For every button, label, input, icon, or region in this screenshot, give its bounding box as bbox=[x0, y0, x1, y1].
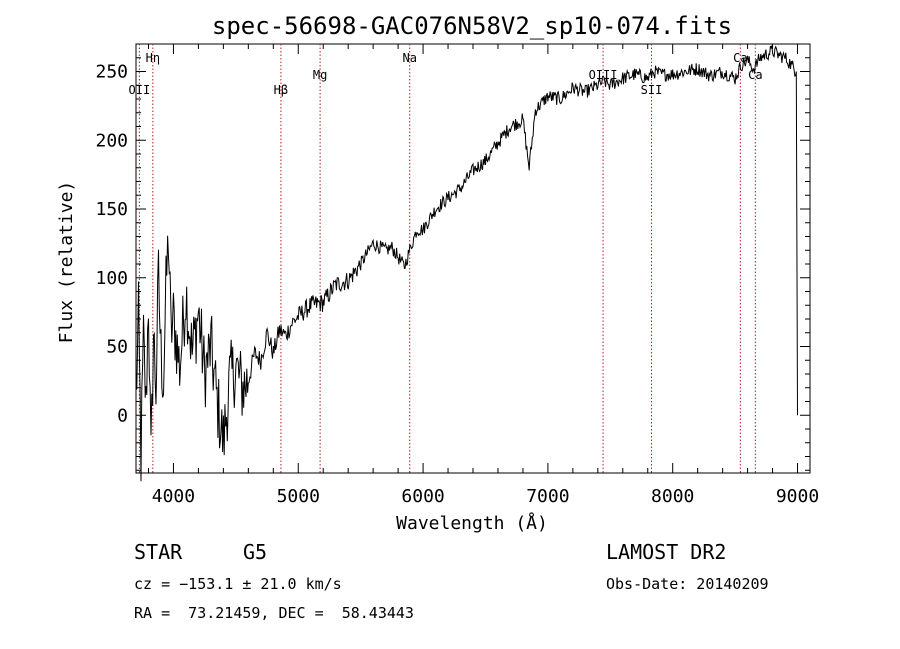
x-tick-label: 5000 bbox=[277, 486, 320, 507]
line-marker-label: OIII bbox=[589, 68, 618, 82]
line-marker-label: Mg bbox=[313, 68, 327, 82]
y-tick-label: 100 bbox=[95, 268, 128, 289]
y-axis-ticks: 0 50 100 150 200 250 bbox=[95, 57, 810, 471]
object-subclass: G5 bbox=[243, 540, 268, 564]
x-tick-label: 8000 bbox=[651, 486, 694, 507]
coordinates: RA = 73.21459, DEC = 58.43443 bbox=[134, 604, 414, 622]
chart-title: spec-56698-GAC076N58V2_sp10-074.fits bbox=[212, 12, 732, 40]
redshift-velocity: cz = −153.1 ± 21.0 km/s bbox=[134, 575, 342, 593]
series-group bbox=[135, 45, 798, 482]
object-class: STAR bbox=[134, 540, 183, 564]
plot-frame bbox=[135, 43, 811, 474]
x-tick-label: 9000 bbox=[776, 486, 819, 507]
x-tick-label: 4000 bbox=[152, 486, 195, 507]
x-axis-ticks: 4000 5000 6000 7000 8000 9000 bbox=[147, 44, 819, 507]
y-tick-label: 0 bbox=[117, 405, 128, 426]
spectrum-line bbox=[135, 45, 798, 482]
y-tick-label: 250 bbox=[95, 62, 128, 83]
line-marker-label: Hβ bbox=[274, 83, 288, 97]
y-tick-label: 150 bbox=[95, 199, 128, 220]
y-tick-label: 50 bbox=[106, 337, 128, 358]
line-marker-label: Na bbox=[402, 51, 416, 65]
observation-date: Obs-Date: 20140209 bbox=[606, 575, 769, 593]
line-marker-label: SII bbox=[641, 83, 663, 97]
y-tick-label: 200 bbox=[95, 130, 128, 151]
y-axis-label: Flux (relative) bbox=[56, 181, 77, 344]
line-marker-label: Hη bbox=[146, 51, 160, 65]
line-marker-label: OII bbox=[129, 83, 151, 97]
x-axis-label: Wavelength (Å) bbox=[396, 512, 548, 534]
x-tick-label: 6000 bbox=[401, 486, 444, 507]
survey-name: LAMOST DR2 bbox=[606, 540, 727, 564]
x-tick-label: 7000 bbox=[526, 486, 569, 507]
line-marker-label: Ca bbox=[748, 68, 762, 82]
